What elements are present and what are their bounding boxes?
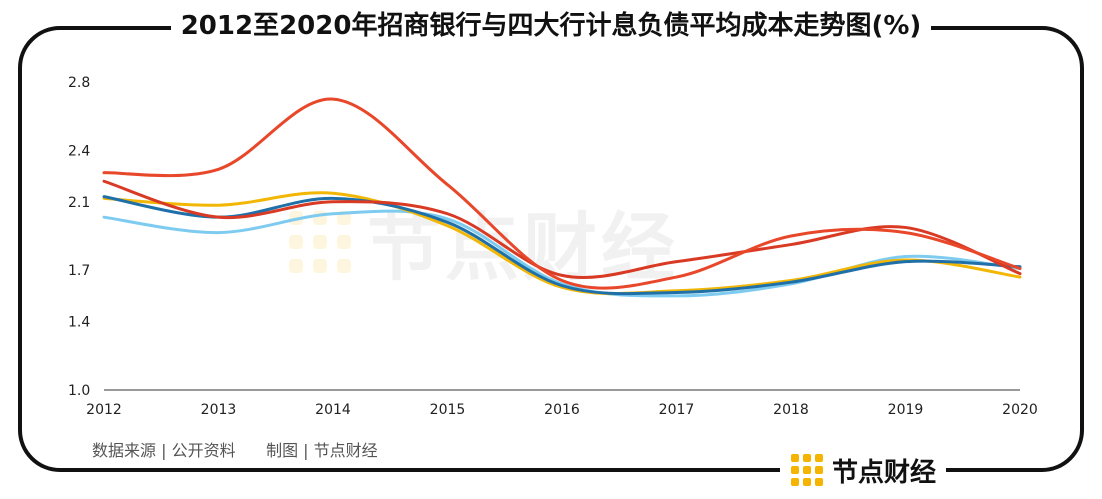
brand-footer: 节点财经 <box>780 450 947 490</box>
x-tick-label: 2013 <box>201 402 237 418</box>
x-tick-label: 2018 <box>773 402 809 418</box>
x-tick-label: 2020 <box>1002 402 1038 418</box>
y-tick-label: 1.0 <box>68 383 90 399</box>
x-tick-label: 2012 <box>86 402 122 418</box>
y-tick-label: 2.8 <box>68 75 90 91</box>
series-line-3 <box>102 191 1022 296</box>
maker-label: 制图 | 节点财经 <box>266 441 378 460</box>
y-tick-label: 2.1 <box>68 195 90 211</box>
y-tick-label: 1.4 <box>68 315 90 331</box>
brand-name: 节点财经 <box>832 457 937 488</box>
x-tick-label: 2016 <box>544 402 580 418</box>
chart-title: 2012至2020年招商银行与四大行计息负债平均成本走势图(%) <box>170 6 932 46</box>
footer-source: 数据来源 | 公开资料 制图 | 节点财经 <box>92 437 378 461</box>
series-line-2 <box>102 195 1022 296</box>
brand-logo-icon <box>791 454 823 486</box>
watermark-text: 节点财经 <box>367 205 679 291</box>
x-tick-label: 2017 <box>659 402 695 418</box>
x-tick-label: 2014 <box>315 402 351 418</box>
y-tick-label: 2.4 <box>68 143 90 159</box>
y-tick-label: 1.7 <box>68 263 90 279</box>
source-label: 数据来源 | 公开资料 <box>92 441 236 460</box>
series-line-1 <box>102 179 1022 279</box>
series-line-0 <box>102 97 1022 290</box>
x-tick-label: 2015 <box>430 402 466 418</box>
x-tick-label: 2019 <box>888 402 924 418</box>
watermark: 节点财经 <box>285 188 679 295</box>
series-line-4 <box>102 209 1022 298</box>
title-wrap: 2012至2020年招商银行与四大行计息负债平均成本走势图(%) <box>0 6 1102 46</box>
